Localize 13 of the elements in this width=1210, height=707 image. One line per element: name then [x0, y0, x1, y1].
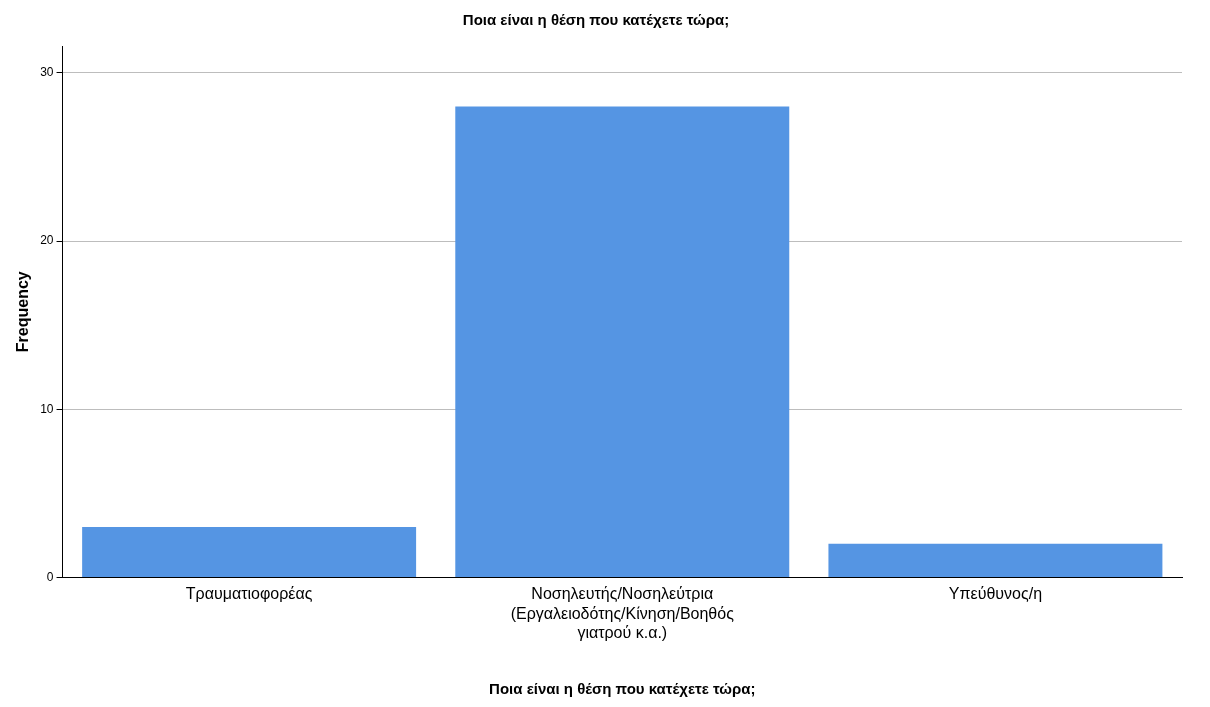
y-tick-label: 0: [46, 569, 54, 584]
bar: [455, 106, 790, 577]
x-tick-label: Νοσηλευτής/Νοσηλεύτρια (Εργαλειοδότης/Κίνηση/Βοηθός γιατρού κ.α.): [510, 585, 735, 641]
y-tick-label: 10: [40, 401, 54, 416]
y-axis-title: Frequency: [14, 271, 32, 353]
x-axis-title: Ποια είναι η θέση που κατέχετε τώρα;: [489, 680, 756, 698]
bar: [82, 526, 417, 577]
bar: [828, 543, 1163, 577]
x-tick-label: Τραυματιοφορέας: [185, 585, 313, 603]
x-tick-label: Υπεύθυνος/η: [948, 585, 1043, 603]
chart-title: Ποια είναι η θέση που κατέχετε τώρα;: [462, 11, 730, 29]
y-tick-label: 30: [40, 65, 54, 80]
y-tick-label: 20: [40, 233, 54, 248]
